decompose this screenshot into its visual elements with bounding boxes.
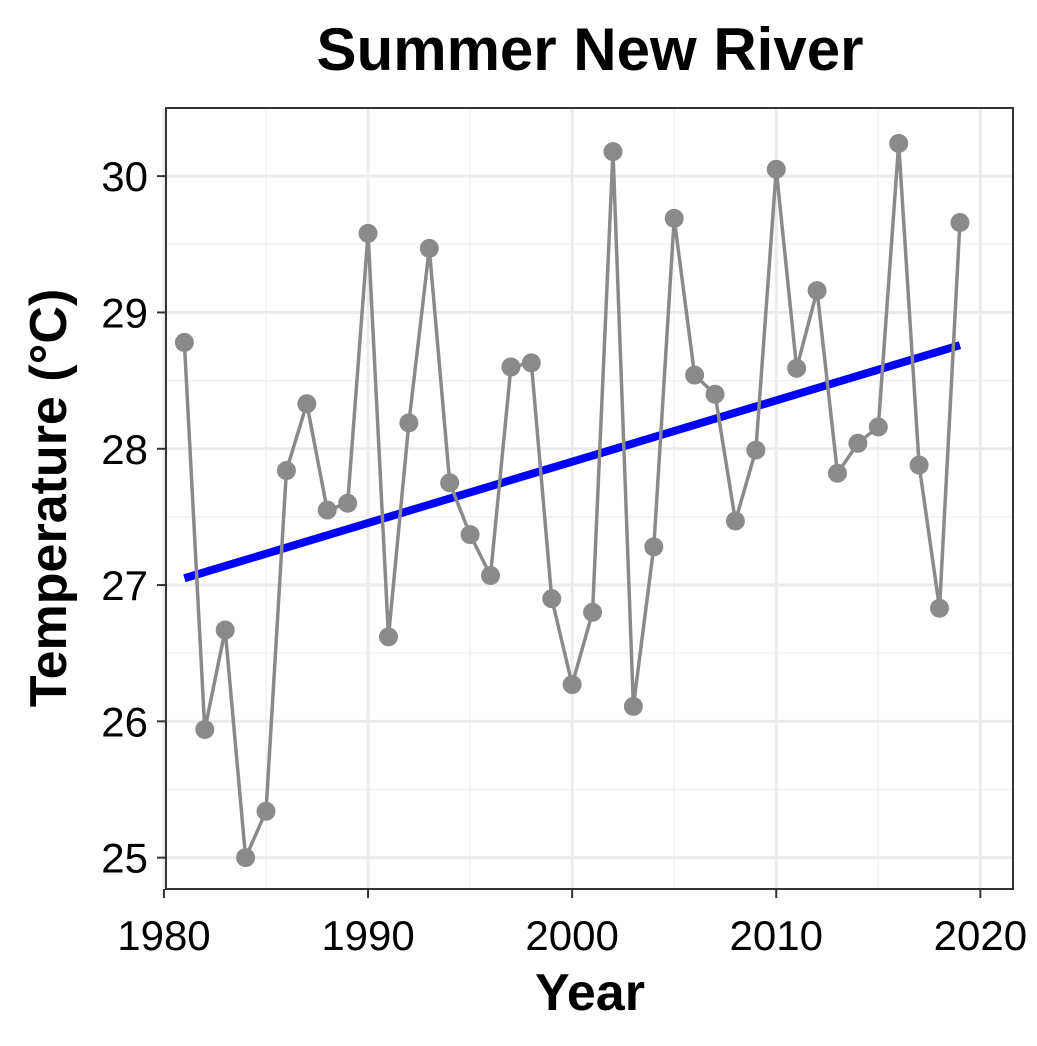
data-point: [562, 675, 582, 695]
data-point: [889, 133, 909, 153]
data-point: [583, 602, 603, 622]
plot-panel-border: [165, 107, 1014, 890]
data-point: [725, 511, 745, 531]
data-point: [950, 212, 970, 232]
chart-title: Summer New River: [317, 16, 864, 83]
data-point: [848, 433, 868, 453]
data-point: [623, 696, 643, 716]
trend-line: [183, 341, 962, 583]
data-point: [358, 223, 378, 243]
data-point: [787, 358, 807, 378]
data-point: [909, 455, 929, 475]
x-tick-label: 2020: [934, 912, 1027, 959]
data-point: [685, 365, 705, 385]
data-point: [378, 627, 398, 647]
data-point: [827, 463, 847, 483]
y-tick-label: 29: [101, 289, 148, 336]
data-point: [195, 720, 215, 740]
data-point: [868, 417, 888, 437]
data-point: [276, 461, 296, 481]
data-point: [603, 142, 623, 162]
data-point: [481, 566, 501, 586]
data-point: [766, 159, 786, 179]
series-layer: [174, 133, 970, 868]
y-tick-label: 26: [101, 698, 148, 745]
data-point: [521, 353, 541, 373]
data-point: [174, 332, 194, 352]
y-tick-label: 27: [101, 562, 148, 609]
data-point: [807, 281, 827, 301]
data-point: [930, 598, 950, 618]
x-axis-title: Year: [535, 964, 645, 1022]
data-point: [460, 525, 480, 545]
x-axis: 1980 1990 2000 2010 2020: [117, 889, 1027, 959]
y-axis: 25 26 27 28 29 30: [101, 153, 166, 882]
data-point: [644, 537, 664, 557]
data-point: [542, 589, 562, 609]
trend-layer: [183, 341, 962, 583]
x-tick-label: 1980: [117, 912, 210, 959]
x-tick-label: 1990: [321, 912, 414, 959]
y-tick-label: 25: [101, 835, 148, 882]
data-point: [501, 357, 521, 377]
data-point: [256, 801, 276, 821]
data-point: [399, 413, 419, 433]
data-point: [317, 500, 337, 520]
x-tick-label: 2000: [525, 912, 618, 959]
y-axis-title: Temperature (°C): [20, 289, 78, 708]
y-tick-label: 30: [101, 153, 148, 200]
data-point: [338, 493, 358, 513]
data-point: [419, 238, 439, 258]
data-point: [440, 473, 460, 493]
x-tick-label: 2010: [730, 912, 823, 959]
data-point: [236, 848, 256, 868]
data-point: [746, 440, 766, 460]
data-point: [705, 384, 725, 404]
data-point: [215, 620, 235, 640]
y-tick-label: 28: [101, 426, 148, 473]
data-point: [297, 394, 317, 414]
data-point: [664, 208, 684, 228]
